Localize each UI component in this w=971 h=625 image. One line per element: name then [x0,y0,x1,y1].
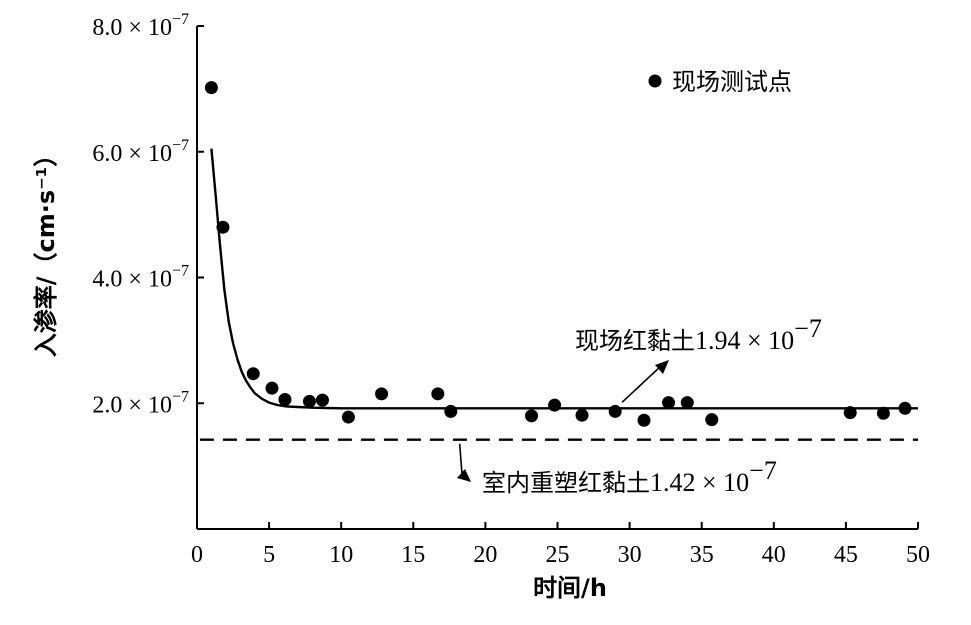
annotation-exponent: −7 [794,314,822,343]
annotation-arrowhead [457,469,471,482]
x-tick-label: 20 [473,542,497,568]
axes [196,26,918,530]
field-test-point [444,404,458,418]
field-test-point [525,409,539,423]
annotation-exponent: −7 [749,456,777,485]
field-test-point [246,367,260,381]
y-tick-base: 10 [148,392,172,418]
field-test-point [341,410,355,424]
x-tick-label: 50 [906,542,930,568]
annotation-field: 现场红黏土1.94 × 10−7 [575,314,822,355]
plot-area [199,81,918,441]
annotation-base: 10 [723,468,749,497]
x-tick-label: 40 [762,542,786,568]
x-tick-label: 30 [618,542,642,568]
field-test-point [216,220,230,234]
annotation-text: 室内重塑红黏土 [482,469,650,497]
y-tick-base: 10 [148,15,172,41]
x-tick-label: 5 [263,542,275,568]
y-tick-mantissa: 4.0 [92,267,128,293]
annotation-value: 1.42 [650,468,702,497]
annotation-base: 10 [768,326,794,355]
y-tick-label: 6.0 × 10−7 [92,137,189,167]
field-test-point [898,401,912,415]
y-tick-exponent: −7 [172,263,189,280]
field-test-point [375,387,389,401]
x-axis-title: 时间/h [533,574,607,602]
field-test-point [876,406,890,420]
field-test-point [680,396,694,410]
y-tick-times: × [128,141,148,167]
field-test-point [315,393,329,407]
field-test-point [548,398,562,412]
field-test-point [608,404,622,418]
y-tick-exponent: −7 [172,137,189,154]
y-tick-base: 10 [148,267,172,293]
annotation-value: 1.94 [695,326,747,355]
field-test-point [843,406,857,420]
x-tick-label: 45 [834,542,858,568]
field-test-point [265,381,279,395]
y-axis-title: 入渗率/（cm·s⁻¹） [32,143,60,358]
y-tick-label: 4.0 × 10−7 [92,263,189,293]
annotation-lab: 室内重塑红黏土1.42 × 10−7 [482,456,777,497]
field-test-point [575,408,589,422]
y-tick-base: 10 [148,141,172,167]
y-tick-exponent: −7 [172,388,189,405]
y-tick-mantissa: 2.0 [92,392,128,418]
y-tick-exponent: −7 [172,11,189,28]
field-test-point [204,81,218,95]
field-test-point [637,413,651,427]
x-tick-label: 0 [191,542,203,568]
annotation-times: × [747,326,768,355]
x-tick-label: 25 [546,542,570,568]
ticks: 0 5 10 15 20 25 30 35 40 45 502.0 × 10−74.0 × 10−7… [92,11,930,568]
x-tick-label: 35 [690,542,714,568]
y-tick-mantissa: 8.0 [92,15,128,41]
field-test-point [662,396,676,410]
fitted-curve [210,148,918,410]
annotation-text: 现场红黏土 [575,327,695,355]
field-test-point [705,413,719,427]
y-tick-mantissa: 6.0 [92,141,128,167]
annotation-times: × [702,468,723,497]
x-tick-label: 15 [401,542,425,568]
field-test-point [278,392,292,406]
annotation-arrowhead [655,360,669,374]
y-tick-times: × [128,392,148,418]
legend-label: 现场测试点 [672,68,792,96]
field-test-point [302,394,316,408]
field-test-point [431,387,445,401]
y-tick-label: 2.0 × 10−7 [92,388,189,418]
legend-marker [648,74,662,88]
annotation-pointer [458,443,463,475]
y-tick-label: 8.0 × 10−7 [92,11,189,41]
y-tick-times: × [128,15,148,41]
x-tick-label: 10 [329,542,353,568]
y-tick-times: × [128,267,148,293]
annotation-pointer [621,365,662,403]
